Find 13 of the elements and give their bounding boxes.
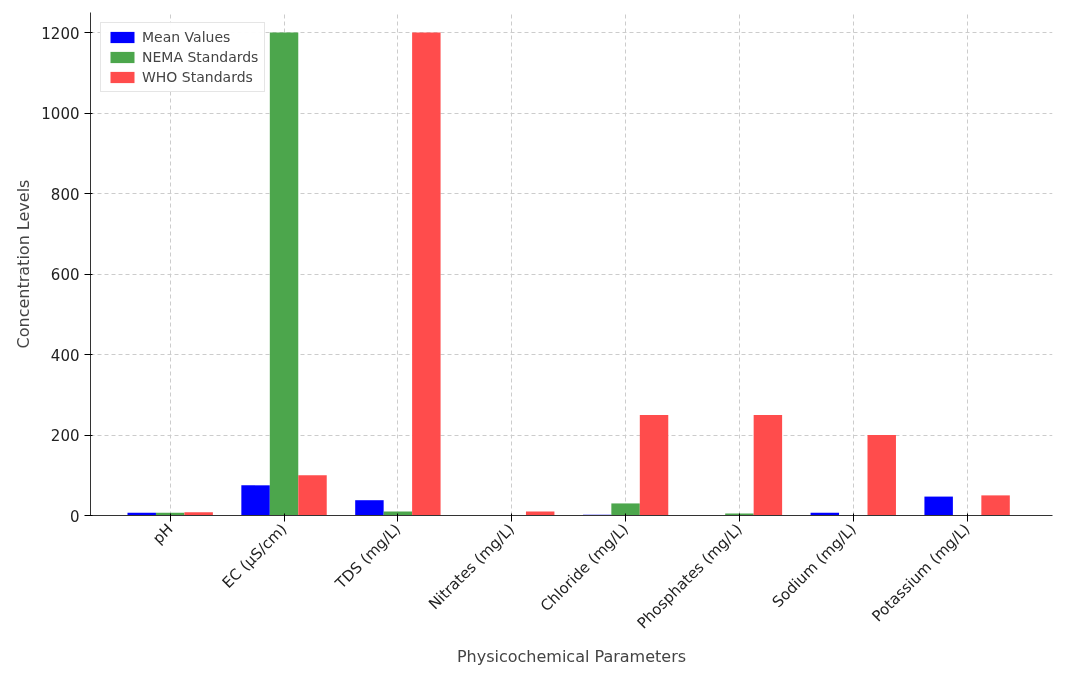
y-tick-label: 800 [50, 185, 80, 204]
y-tick-label: 400 [50, 346, 80, 365]
legend-label: NEMA Standards [142, 49, 259, 65]
legend-label: WHO Standards [142, 69, 253, 85]
legend-label: Mean Values [142, 29, 231, 45]
y-tick-label: 1200 [41, 24, 80, 43]
y-axis-title: Concentration Levels [14, 179, 34, 349]
y-tick-label: 200 [50, 427, 80, 446]
y-tick-label: 0 [69, 507, 80, 526]
y-tick-label: 600 [50, 266, 80, 285]
x-axis-title: Physicochemical Parameters [456, 646, 687, 666]
y-tick-label: 1000 [41, 105, 80, 124]
x-tick-label: pH [149, 520, 177, 548]
